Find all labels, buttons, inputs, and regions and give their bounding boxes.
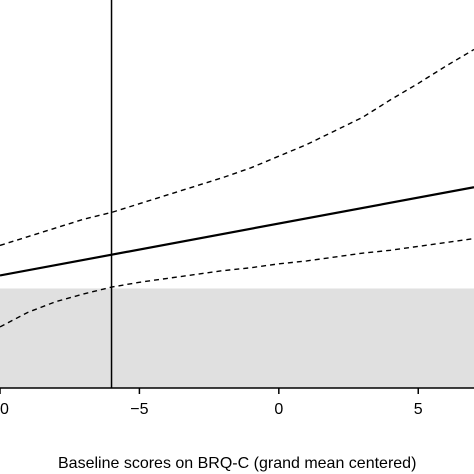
lower-bound-line bbox=[0, 237, 474, 328]
x-tick-label: −5 bbox=[130, 401, 148, 418]
series-layer bbox=[0, 48, 474, 328]
x-tick-label: 10 bbox=[0, 401, 9, 418]
upper-bound-line bbox=[0, 48, 474, 247]
x-tick-label: 0 bbox=[274, 401, 283, 418]
shaded-band-layer bbox=[0, 288, 474, 388]
x-tick-label: 5 bbox=[414, 401, 423, 418]
shaded-band bbox=[0, 288, 474, 388]
estimate-line bbox=[0, 186, 474, 277]
x-axis-title: Baseline scores on BRQ-C (grand mean cen… bbox=[58, 455, 416, 472]
x-axis: 10 −5 0 5 bbox=[0, 387, 474, 418]
